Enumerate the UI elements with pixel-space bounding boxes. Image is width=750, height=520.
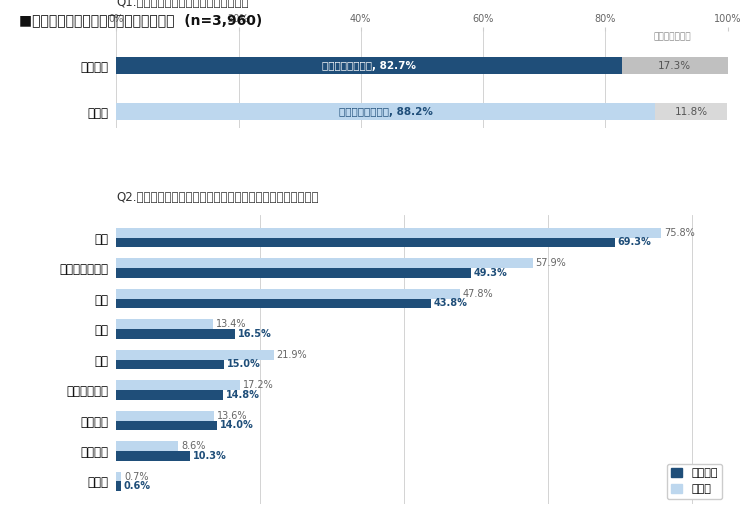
- Text: 11.8%: 11.8%: [675, 107, 708, 116]
- Legend: 貳貸物件, 持ち家: 貳貸物件, 持ち家: [667, 463, 722, 499]
- Bar: [116, 268, 471, 278]
- Text: 57.9%: 57.9%: [536, 258, 566, 268]
- Text: 47.8%: 47.8%: [463, 289, 494, 298]
- Bar: [116, 451, 190, 461]
- Bar: [116, 380, 240, 390]
- Text: Q2.どんな自然災害に不安を感じていますか？（複数回答可）: Q2.どんな自然災害に不安を感じていますか？（複数回答可）: [116, 191, 319, 204]
- Text: 69.3%: 69.3%: [617, 238, 651, 248]
- Text: 43.8%: 43.8%: [434, 298, 468, 308]
- Bar: [116, 228, 662, 238]
- Text: 8.6%: 8.6%: [181, 441, 206, 451]
- Bar: [116, 441, 178, 451]
- Bar: [116, 238, 614, 248]
- Bar: [656, 103, 728, 121]
- Text: 17.3%: 17.3%: [658, 61, 692, 71]
- Text: 13.6%: 13.6%: [217, 411, 248, 421]
- Bar: [116, 329, 235, 339]
- Text: 10.3%: 10.3%: [194, 451, 227, 461]
- Text: 21.9%: 21.9%: [277, 349, 308, 360]
- Bar: [116, 472, 122, 482]
- Text: 17.2%: 17.2%: [243, 380, 274, 390]
- Bar: [116, 350, 274, 359]
- Bar: [116, 57, 622, 74]
- Bar: [116, 258, 532, 268]
- Text: 13.4%: 13.4%: [215, 319, 246, 329]
- Text: 15.0%: 15.0%: [227, 359, 261, 369]
- Bar: [116, 103, 656, 121]
- Text: 0.7%: 0.7%: [124, 472, 148, 482]
- Bar: [116, 390, 223, 400]
- Text: 14.8%: 14.8%: [226, 390, 260, 400]
- Text: 16.5%: 16.5%: [238, 329, 272, 339]
- Text: 75.8%: 75.8%: [664, 228, 695, 238]
- Bar: [116, 359, 224, 369]
- Bar: [116, 319, 212, 329]
- Text: 14.0%: 14.0%: [220, 420, 254, 431]
- Bar: [116, 421, 217, 430]
- Text: ■貳貸物件入居者と持ち家入居者の比較  (n=3,960): ■貳貸物件入居者と持ち家入居者の比較 (n=3,960): [19, 13, 262, 27]
- Bar: [116, 482, 121, 491]
- Text: 不安を感じている, 82.7%: 不安を感じている, 82.7%: [322, 61, 416, 71]
- Bar: [622, 57, 728, 74]
- Text: 不安を感じている, 88.2%: 不安を感じている, 88.2%: [339, 107, 433, 116]
- Bar: [116, 289, 460, 298]
- Bar: [116, 411, 214, 421]
- Text: 49.3%: 49.3%: [474, 268, 508, 278]
- Text: 0.6%: 0.6%: [124, 482, 151, 491]
- Text: 感じていない，: 感じていない，: [654, 33, 692, 42]
- Text: Q1.自然災害に不安を感じていますか？: Q1.自然災害に不安を感じていますか？: [116, 0, 249, 9]
- Bar: [116, 298, 431, 308]
